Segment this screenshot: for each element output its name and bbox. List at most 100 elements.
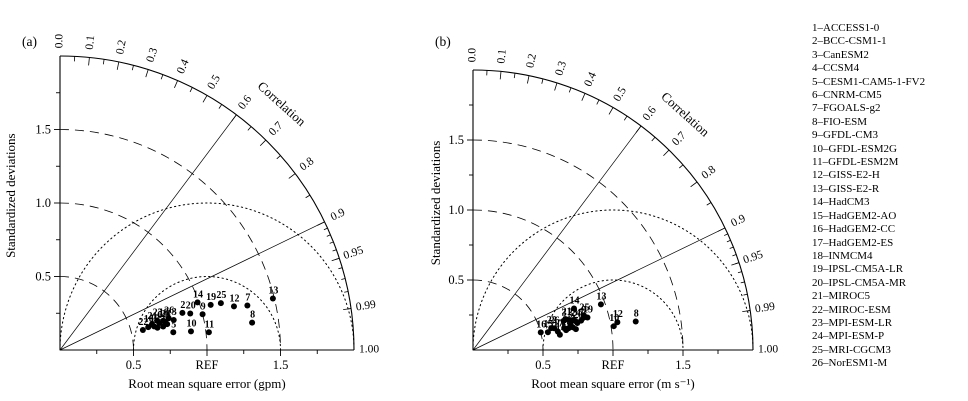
correlation-tick-label: 0.4	[175, 57, 192, 75]
std-dev-arc	[472, 279, 544, 351]
correlation-tick	[332, 249, 337, 252]
model-point-label: 9	[581, 305, 586, 316]
correlation-tick-label: 1.00	[359, 344, 379, 356]
model-point	[170, 317, 177, 324]
correlation-tick-label: 0.6	[236, 93, 254, 112]
model-point	[551, 325, 558, 332]
correlation-tick	[596, 99, 600, 105]
correlation-tick-label: 0.3	[144, 46, 160, 64]
panel-label: (b)	[435, 34, 451, 49]
y-tick-label: 1.0	[35, 196, 51, 210]
legend-item: 11–GFDL-ESM2M	[812, 156, 899, 169]
model-point	[249, 319, 256, 326]
y-axis-label: Standardized deviations	[3, 133, 18, 258]
model-point-label: 7	[245, 293, 250, 304]
model-point-label: 14	[570, 296, 580, 307]
correlation-tick	[231, 114, 237, 122]
correlation-radial-line	[472, 125, 642, 351]
model-point-label: 23	[568, 307, 578, 318]
model-point-label: 23	[153, 308, 163, 319]
x-axis-label: Root mean square error (m s⁻¹)	[531, 376, 694, 391]
x-tick-label: REF	[196, 358, 219, 372]
correlation-tick-label: 1.00	[758, 344, 778, 356]
correlation-tick	[160, 74, 164, 80]
correlation-tick-label: 0.1	[495, 48, 508, 64]
legend-item: 10–GFDL-ESM2G	[812, 142, 897, 155]
model-point-label: 13	[268, 286, 278, 297]
model-point	[199, 311, 206, 318]
correlation-tick	[499, 71, 502, 80]
legend-item: 22–MIROC-ESM	[812, 303, 891, 316]
correlation-tick	[174, 80, 178, 89]
model-point-label: 8	[634, 308, 639, 319]
model-point-label: 2	[569, 312, 574, 323]
correlation-tick	[717, 227, 726, 232]
model-point	[187, 328, 194, 335]
correlation-tick-label: 0.8	[699, 163, 718, 181]
model-point-label: 12	[229, 293, 239, 304]
legend-item: 14–HadCM3	[812, 196, 870, 209]
legend-item: 7–FGOALS-g2	[812, 102, 881, 115]
model-point-label: 10	[186, 318, 196, 329]
y-tick-label: 1.0	[448, 203, 464, 217]
legend-item: 8–FIO-ESM	[812, 115, 868, 128]
correlation-radial-line	[59, 114, 237, 351]
correlation-tick-label: 0.7	[670, 130, 689, 149]
correlation-tick	[554, 82, 558, 91]
model-point-label: 3	[172, 307, 177, 318]
correlation-tick	[326, 234, 331, 237]
model-point	[580, 312, 587, 319]
correlation-tick	[344, 291, 349, 293]
model-point	[572, 317, 579, 324]
correlation-tick-label: 0.7	[267, 120, 286, 139]
correlation-tick-label: 0.99	[355, 299, 377, 314]
model-point-label: 18	[159, 308, 169, 319]
legend-item: 6–CNRM-CM5	[812, 89, 882, 102]
legend-item: 26–NorESM1-M	[812, 357, 888, 370]
panel-label: (a)	[22, 34, 37, 49]
model-point	[165, 315, 172, 322]
x-tick-label: 0.5	[535, 358, 551, 372]
correlation-tick-label: 0.4	[582, 70, 599, 88]
std-dev-arc	[472, 139, 684, 351]
correlation-tick	[623, 115, 628, 121]
model-point-label: 20	[573, 310, 583, 321]
correlation-tick	[305, 194, 311, 199]
correlation-tick	[331, 257, 340, 262]
model-point-label: 13	[596, 291, 606, 302]
correlation-tick	[729, 246, 734, 249]
model-point-label: 19	[583, 305, 593, 316]
correlation-tick	[202, 95, 208, 103]
correlation-tick	[288, 173, 296, 179]
correlation-tick	[247, 126, 252, 131]
correlation-tick	[189, 87, 193, 93]
correlation-tick-label: 0.9	[329, 206, 347, 223]
model-point	[563, 327, 570, 334]
correlation-tick-label: 0.3	[553, 60, 569, 78]
correlation-tick-label: 0.9	[729, 212, 747, 229]
correlation-tick-label: 0.5	[611, 85, 629, 104]
y-axis-label: Standardized deviations	[428, 141, 443, 266]
correlation-tick	[329, 241, 334, 244]
legend-item: 9–GFDL-CM3	[812, 129, 879, 142]
correlation-tick	[276, 155, 281, 160]
model-point	[610, 323, 617, 330]
model-point-label: 26	[550, 315, 560, 326]
model-point	[563, 316, 570, 323]
legend-item: 18–INMCM4	[812, 249, 873, 262]
x-tick-label: REF	[602, 358, 625, 372]
model-point-label: 11	[556, 322, 565, 333]
model-point-label: 12	[613, 309, 623, 320]
model-point-label: 14	[193, 289, 203, 300]
correlation-tick	[737, 271, 742, 274]
x-tick-label: 0.5	[126, 358, 142, 372]
correlation-tick-label: 0.0	[54, 34, 66, 49]
model-point	[537, 329, 544, 336]
y-tick-label: 0.5	[35, 270, 51, 284]
model-point	[544, 329, 551, 336]
correlation-tick	[651, 136, 656, 142]
model-point-label: 11	[205, 319, 214, 330]
legend-item: 19–IPSL-CM5A-LR	[812, 263, 904, 276]
x-axis-label: Root mean square error (gpm)	[128, 376, 285, 391]
